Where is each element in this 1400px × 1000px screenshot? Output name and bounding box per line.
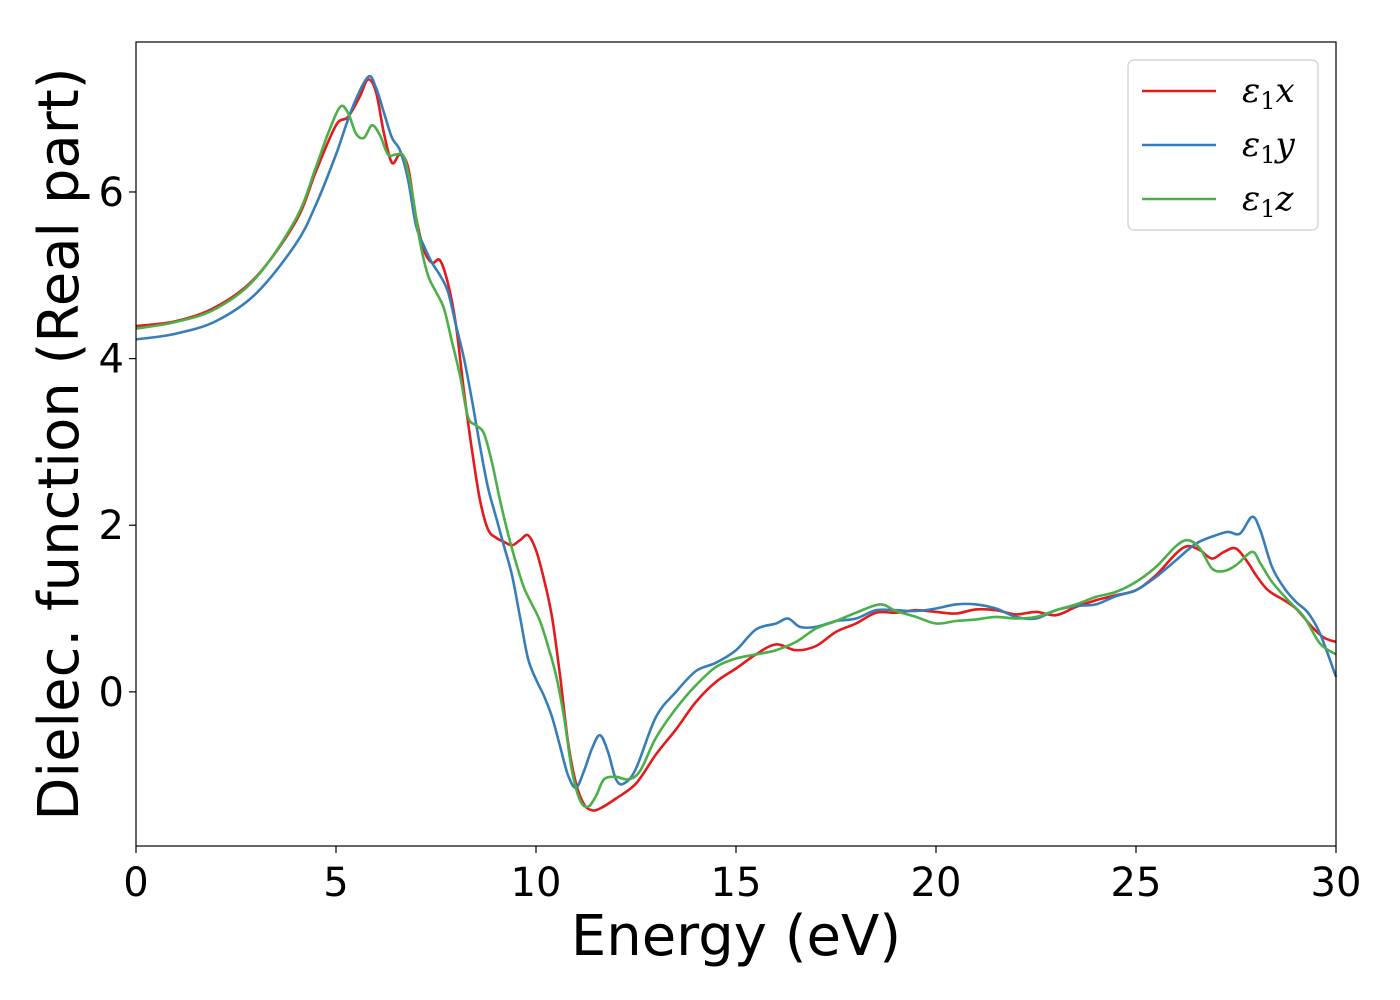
x-axis: 0 5 10 15 20 25 30 xyxy=(123,846,1361,906)
series-layer xyxy=(135,74,1338,812)
x-axis-label: Energy (eV) xyxy=(571,904,901,969)
x-tick-label: 10 xyxy=(511,860,562,906)
x-tick-label: 25 xyxy=(1111,860,1162,906)
y-axis-label: Dielec. function (Real part) xyxy=(27,67,92,820)
y-tick-label: 0 xyxy=(99,670,124,716)
series-line-z xyxy=(135,104,1337,809)
y-tick-label: 2 xyxy=(99,503,124,549)
legend: ε1x ε1y ε1z xyxy=(1127,59,1319,231)
x-tick-label: 30 xyxy=(1311,860,1362,906)
y-axis: 0 2 4 6 xyxy=(99,170,136,716)
y-tick-label: 4 xyxy=(99,337,124,383)
x-tick-label: 20 xyxy=(911,860,962,906)
x-tick-label: 0 xyxy=(123,860,148,906)
legend-box xyxy=(1127,59,1319,231)
legend-label-x: ε1x xyxy=(1242,71,1295,115)
x-tick-label: 5 xyxy=(323,860,348,906)
legend-label-y: ε1y xyxy=(1242,125,1296,169)
y-tick-label: 6 xyxy=(99,170,124,216)
x-tick-label: 15 xyxy=(711,860,762,906)
legend-label-z: ε1z xyxy=(1242,179,1295,223)
